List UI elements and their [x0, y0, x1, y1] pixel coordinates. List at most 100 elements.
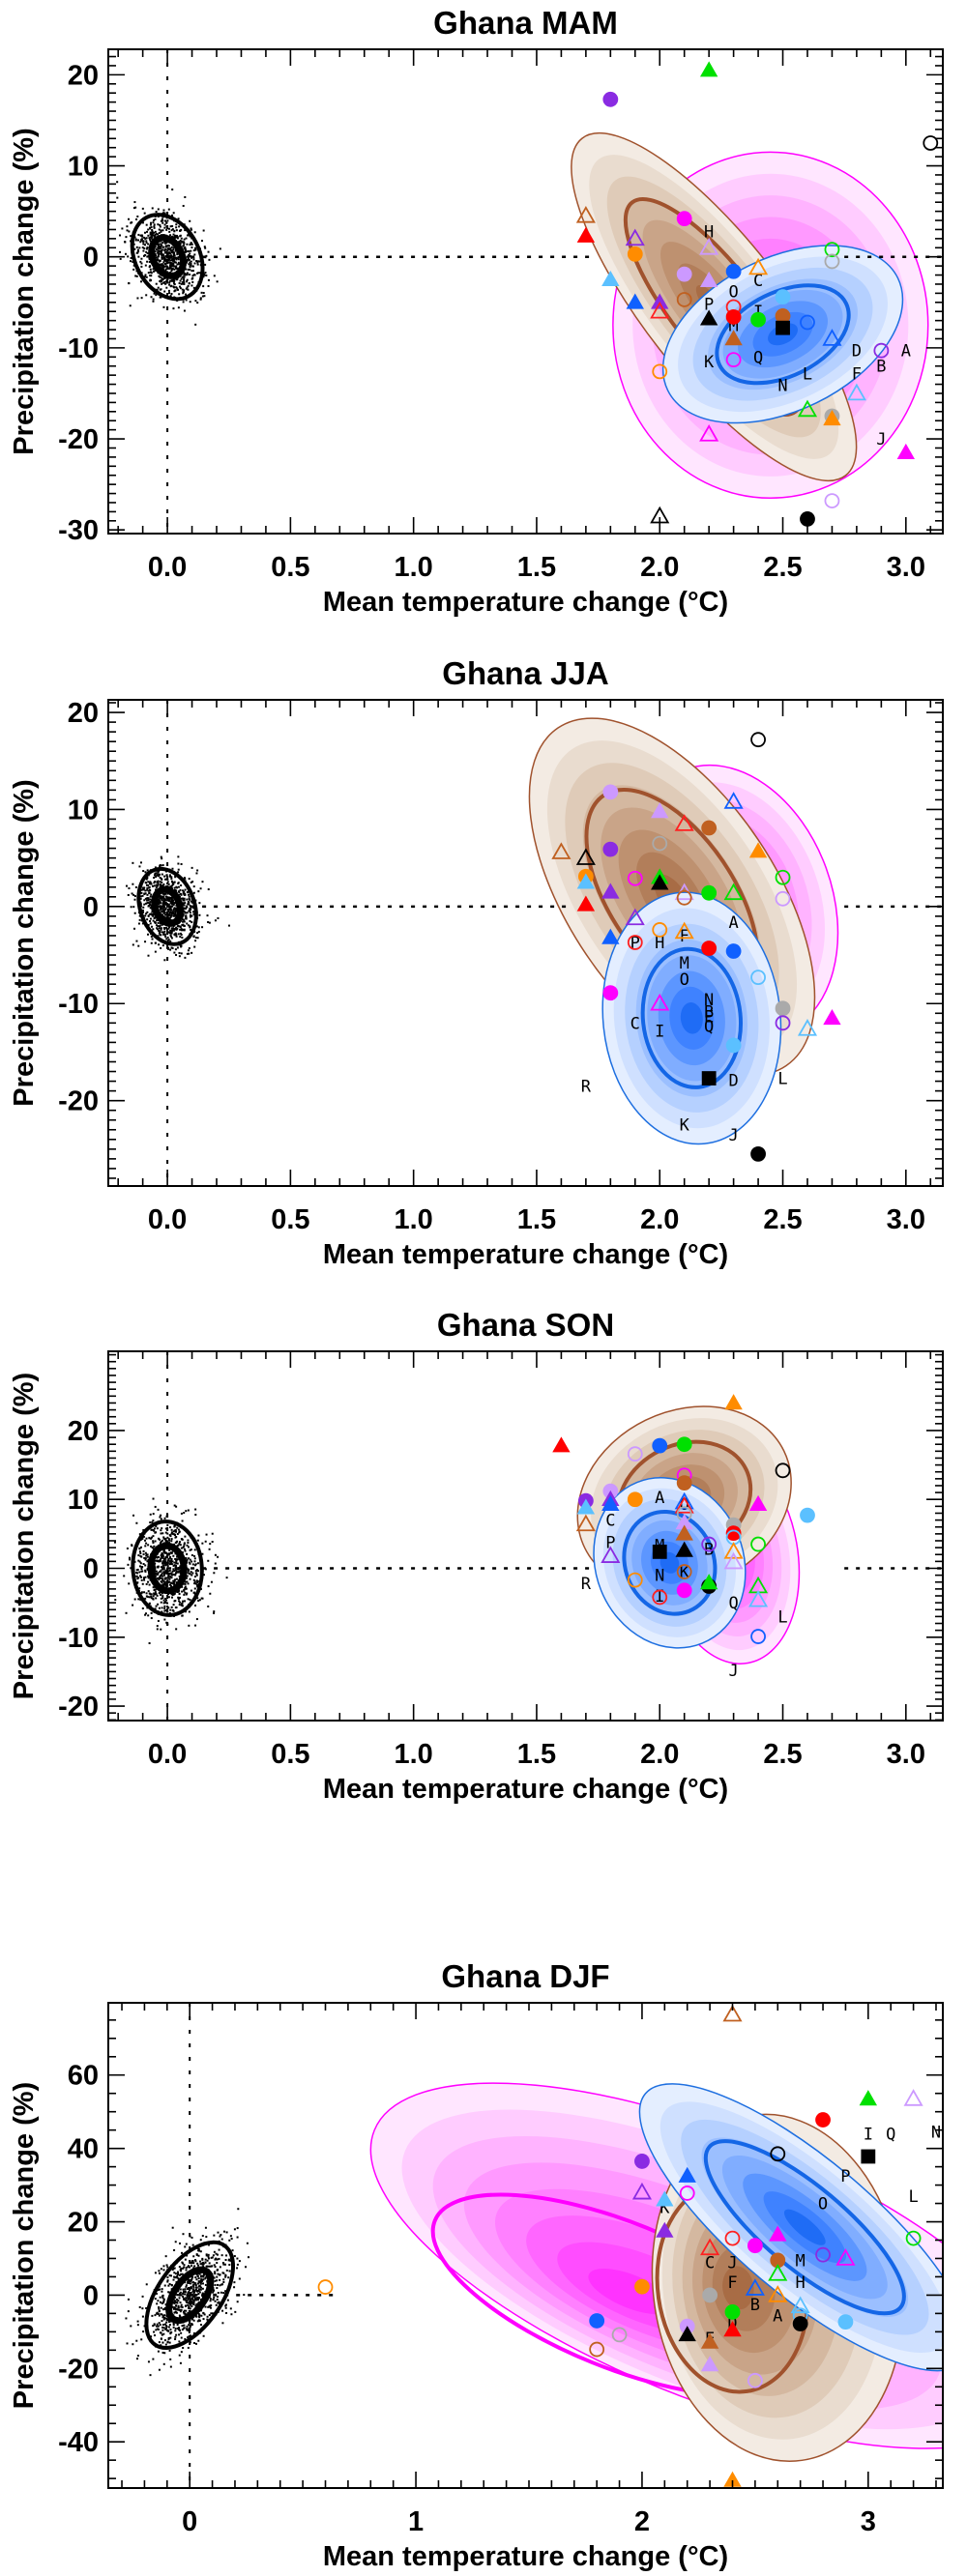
variability-point	[193, 1560, 196, 1563]
variability-point	[186, 234, 189, 237]
variability-point	[180, 2308, 183, 2311]
variability-point	[161, 282, 163, 285]
variability-point	[208, 2304, 211, 2307]
model-letter-R: R	[581, 1078, 592, 1097]
variability-point	[170, 1540, 173, 1543]
variability-point	[192, 2255, 195, 2258]
variability-point	[145, 878, 148, 881]
variability-point	[166, 897, 169, 900]
variability-point	[163, 2339, 166, 2342]
variability-point	[193, 1587, 196, 1590]
variability-point	[188, 2287, 190, 2290]
variability-point	[163, 1609, 166, 1612]
variability-point	[171, 1608, 174, 1611]
variability-point	[182, 897, 185, 900]
variability-point	[173, 951, 176, 954]
variability-point	[229, 2235, 232, 2238]
variability-point	[159, 884, 161, 887]
variability-point	[167, 883, 170, 885]
variability-point	[166, 1536, 169, 1539]
variability-point	[158, 1606, 161, 1609]
variability-point	[189, 908, 191, 911]
variability-point	[220, 2234, 222, 2237]
variability-point	[149, 2374, 152, 2377]
marker-circle	[725, 1525, 742, 1542]
variability-point	[150, 272, 153, 275]
variability-point	[187, 284, 190, 287]
variability-point	[161, 908, 163, 911]
variability-point	[171, 228, 174, 231]
variability-point	[173, 1504, 176, 1507]
variability-point	[186, 922, 189, 925]
marker-circle	[652, 1437, 668, 1454]
variability-point	[178, 1604, 181, 1606]
variability-point	[183, 238, 186, 241]
marker-triangle	[724, 1394, 743, 1410]
variability-point	[137, 255, 140, 258]
variability-point	[144, 897, 147, 900]
variability-point	[149, 898, 152, 901]
variability-point	[168, 1534, 171, 1537]
variability-point	[156, 2311, 159, 2314]
variability-point	[188, 2265, 190, 2268]
variability-point	[164, 219, 167, 222]
variability-point	[164, 1570, 167, 1573]
variability-point	[168, 266, 171, 269]
variability-point	[132, 1514, 135, 1517]
variability-point	[145, 223, 148, 226]
variability-point	[161, 2341, 164, 2344]
variability-point	[192, 2286, 195, 2289]
variability-point	[147, 272, 150, 275]
variability-point	[165, 1515, 168, 1518]
variability-point	[201, 2279, 204, 2282]
variability-point	[167, 289, 170, 292]
model-letter-K: K	[704, 353, 715, 372]
variability-point	[190, 2261, 193, 2264]
variability-point	[173, 1561, 176, 1564]
variability-point	[168, 261, 171, 264]
variability-outer-contour	[144, 2240, 236, 2351]
variability-point	[195, 872, 198, 875]
marker-triangle	[552, 1436, 571, 1453]
variability-point	[148, 237, 151, 240]
variability-point	[167, 896, 170, 899]
variability-point	[172, 236, 175, 239]
variability-point	[170, 1593, 173, 1596]
variability-point	[173, 2275, 176, 2278]
variability-point	[183, 244, 186, 246]
variability-point	[210, 2265, 213, 2268]
variability-point	[153, 884, 156, 887]
variability-point	[186, 2254, 189, 2257]
variability-point	[172, 2307, 175, 2310]
y-tick-label: 0	[83, 2280, 99, 2311]
variability-point	[163, 2352, 166, 2355]
natural-variability-cloud	[125, 2208, 250, 2377]
variability-point	[183, 2324, 186, 2327]
variability-point	[132, 943, 134, 946]
marker-triangle	[748, 257, 769, 275]
variability-point	[175, 286, 178, 289]
variability-point	[190, 2294, 193, 2297]
variability-point	[212, 2298, 215, 2301]
marker-triangle	[625, 228, 645, 246]
variability-point	[144, 1539, 147, 1542]
model-letter-A: A	[901, 342, 911, 362]
model-letter-E: E	[704, 1007, 714, 1027]
variability-point	[164, 1609, 167, 1612]
variability-point	[193, 2265, 196, 2268]
variability-point	[190, 242, 192, 245]
marker-triangle	[678, 2166, 696, 2183]
variability-point	[182, 2288, 185, 2291]
variability-point	[145, 250, 148, 253]
variability-point	[152, 928, 155, 931]
variability-point	[144, 1564, 147, 1567]
variability-point	[177, 933, 180, 936]
variability-point	[167, 267, 170, 270]
variability-point	[170, 259, 173, 262]
variability-point	[203, 905, 206, 908]
variability-point	[119, 257, 122, 260]
variability-point	[164, 255, 167, 258]
variability-point	[191, 1572, 194, 1575]
variability-point	[157, 1565, 160, 1568]
variability-point	[192, 2331, 195, 2334]
